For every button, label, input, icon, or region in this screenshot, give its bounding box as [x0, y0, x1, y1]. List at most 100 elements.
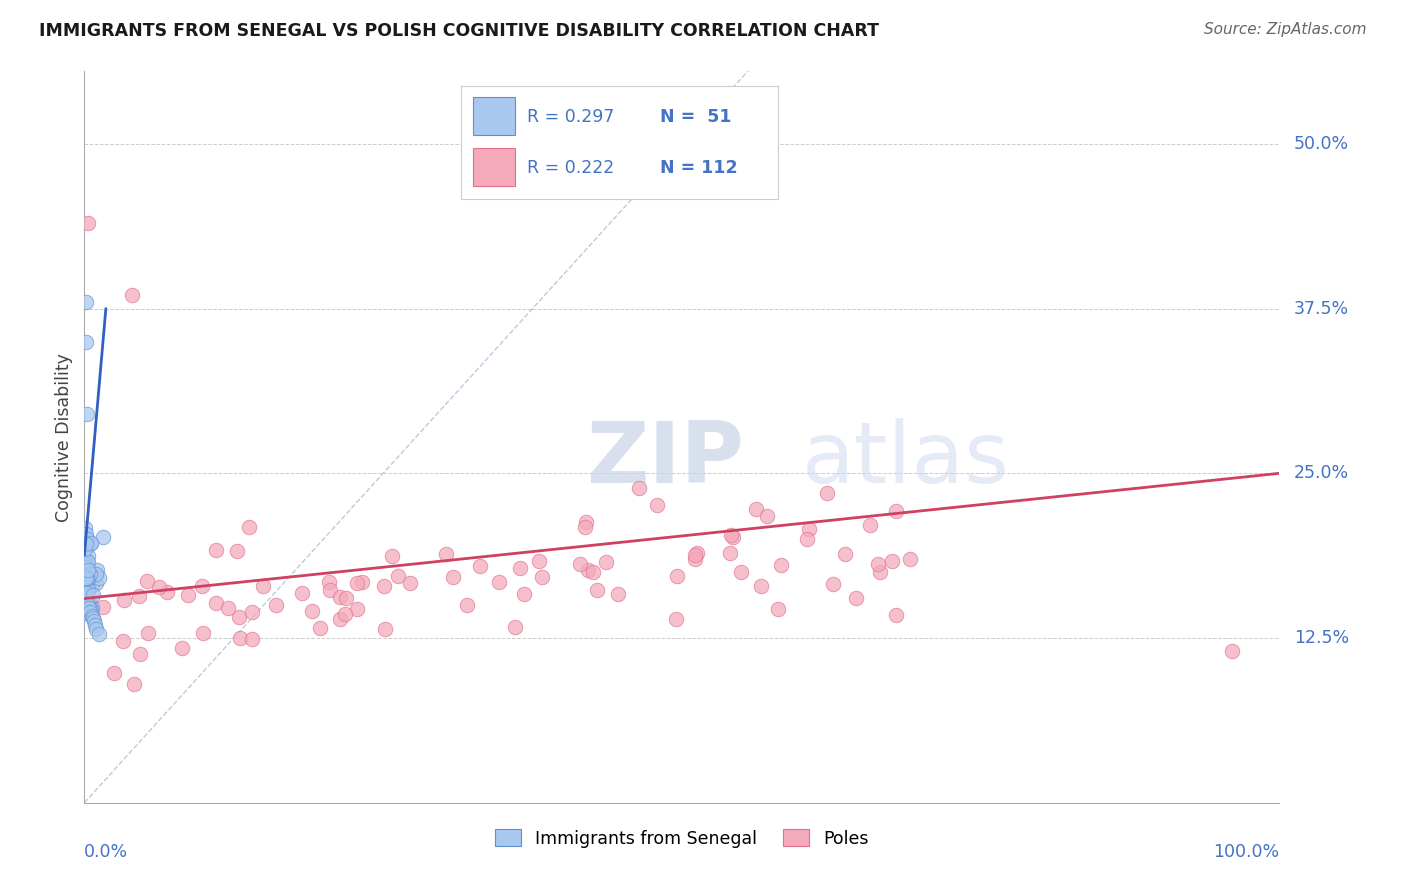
- Text: 12.5%: 12.5%: [1294, 629, 1348, 647]
- Point: [75, 559, 97, 574]
- Point: [75, 295, 97, 310]
- Point: [683, 551, 706, 566]
- Point: [1220, 644, 1243, 658]
- Point: [226, 544, 249, 558]
- Point: [381, 549, 404, 563]
- Legend: Immigrants from Senegal, Poles: Immigrants from Senegal, Poles: [486, 821, 877, 856]
- Point: [666, 569, 689, 583]
- Point: [350, 574, 373, 589]
- Point: [77, 563, 100, 577]
- Point: [77, 600, 100, 615]
- Point: [76, 571, 98, 585]
- Point: [575, 516, 598, 530]
- Point: [766, 602, 789, 616]
- Point: [91, 600, 114, 615]
- Point: [329, 612, 352, 626]
- Point: [744, 501, 766, 516]
- Point: [468, 558, 491, 573]
- Text: 25.0%: 25.0%: [1294, 465, 1348, 483]
- Point: [434, 547, 457, 561]
- Point: [91, 530, 114, 544]
- Point: [845, 591, 868, 606]
- Point: [86, 563, 108, 577]
- Point: [346, 602, 368, 616]
- Point: [73, 541, 96, 556]
- Point: [576, 563, 599, 577]
- Point: [796, 532, 818, 546]
- Point: [238, 520, 260, 534]
- Point: [76, 407, 98, 421]
- Point: [718, 546, 741, 560]
- Point: [75, 334, 97, 349]
- Point: [721, 530, 744, 544]
- Point: [84, 618, 107, 632]
- Point: [346, 576, 368, 591]
- Point: [329, 591, 352, 605]
- Point: [730, 565, 752, 579]
- Point: [193, 625, 215, 640]
- Point: [87, 627, 110, 641]
- Point: [75, 537, 97, 551]
- Text: 100.0%: 100.0%: [1213, 843, 1279, 861]
- Point: [205, 596, 228, 610]
- Point: [122, 677, 145, 691]
- Point: [217, 601, 239, 615]
- Text: 50.0%: 50.0%: [1294, 135, 1348, 153]
- Text: 0.0%: 0.0%: [84, 843, 128, 861]
- Point: [683, 548, 706, 562]
- Point: [136, 625, 159, 640]
- Point: [240, 632, 263, 647]
- Point: [527, 554, 550, 568]
- Point: [77, 216, 100, 230]
- Point: [335, 591, 357, 605]
- Point: [80, 578, 103, 592]
- Point: [80, 535, 103, 549]
- Point: [84, 567, 107, 582]
- Point: [77, 598, 100, 612]
- Point: [665, 612, 688, 626]
- Point: [797, 522, 820, 536]
- Text: IMMIGRANTS FROM SENEGAL VS POLISH COGNITIVE DISABILITY CORRELATION CHART: IMMIGRANTS FROM SENEGAL VS POLISH COGNIT…: [39, 22, 879, 40]
- Point: [82, 600, 104, 615]
- Point: [869, 565, 891, 579]
- Point: [148, 580, 170, 594]
- Point: [574, 520, 596, 534]
- Point: [373, 579, 395, 593]
- Point: [252, 579, 274, 593]
- Text: 37.5%: 37.5%: [1294, 300, 1348, 318]
- Point: [87, 571, 110, 585]
- Text: atlas: atlas: [801, 417, 1010, 500]
- Point: [76, 589, 98, 603]
- Point: [172, 640, 194, 655]
- Point: [291, 586, 314, 600]
- Point: [749, 579, 772, 593]
- Point: [86, 622, 108, 636]
- Point: [73, 606, 96, 620]
- Point: [79, 567, 101, 582]
- Point: [441, 570, 464, 584]
- Point: [75, 573, 97, 587]
- Point: [531, 570, 554, 584]
- Point: [228, 610, 250, 624]
- Point: [129, 647, 152, 661]
- Point: [595, 555, 617, 569]
- Point: [76, 580, 98, 594]
- Point: [75, 527, 97, 541]
- Point: [76, 586, 98, 600]
- Point: [73, 521, 96, 535]
- Point: [335, 607, 357, 621]
- Point: [79, 536, 101, 550]
- Point: [898, 551, 921, 566]
- Point: [80, 608, 103, 623]
- Point: [76, 532, 98, 546]
- Point: [582, 566, 605, 580]
- Point: [318, 574, 340, 589]
- Point: [387, 568, 409, 582]
- Point: [136, 574, 159, 588]
- Point: [686, 545, 709, 559]
- Point: [882, 554, 904, 568]
- Y-axis label: Cognitive Disability: Cognitive Disability: [55, 352, 73, 522]
- Point: [585, 582, 607, 597]
- Point: [77, 567, 100, 582]
- Point: [76, 560, 98, 574]
